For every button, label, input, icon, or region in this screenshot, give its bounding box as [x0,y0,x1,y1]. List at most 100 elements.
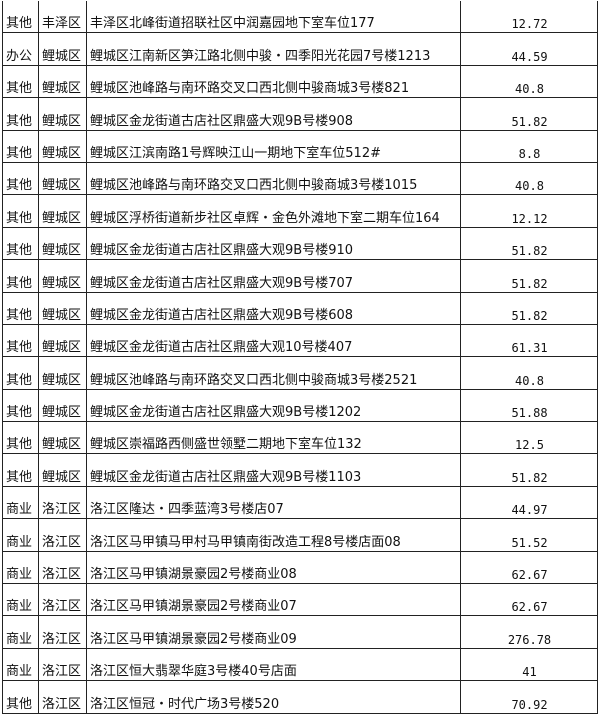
area-cell: 51.82 [460,97,598,131]
property-type-cell: 其他 [2,680,39,714]
address-cell: 洛江区马甲镇马甲村马甲镇南街改造工程8号楼店面08 [86,518,461,552]
area-cell: 40.8 [460,162,598,196]
area-cell: 51.52 [460,518,598,552]
table-row: 其他 鲤城区 鲤城区金龙街道古店社区鼎盛大观9B号楼707 51.82 [2,259,598,293]
district-cell: 鲤城区 [38,227,87,261]
address-cell: 鲤城区金龙街道古店社区鼎盛大观10号楼407 [86,324,461,358]
table-row: 其他 鲤城区 鲤城区池峰路与南环路交叉口西北侧中骏商城3号楼1015 40.8 [2,162,598,196]
table-row: 其他 鲤城区 鲤城区池峰路与南环路交叉口西北侧中骏商城3号楼821 40.8 [2,65,598,99]
table-row: 其他 鲤城区 鲤城区江滨南路1号辉映江山一期地下室车位512# 8.8 [2,130,598,163]
property-type-cell: 其他 [2,453,39,487]
district-cell: 鲤城区 [38,421,87,455]
area-cell: 40.8 [460,65,598,99]
property-type-cell: 其他 [2,227,39,261]
property-type-cell: 商业 [2,648,39,682]
area-cell: 44.97 [460,486,598,520]
table-row: 其他 鲤城区 鲤城区金龙街道古店社区鼎盛大观9B号楼1202 51.88 [2,389,598,423]
district-cell: 鲤城区 [38,453,87,487]
address-cell: 洛江区马甲镇湖景豪园2号楼商业09 [86,615,461,649]
district-cell: 鲤城区 [38,65,87,99]
address-cell: 洛江区恒冠・时代广场3号楼520 [86,680,461,714]
table-row: 其他 鲤城区 鲤城区池峰路与南环路交叉口西北侧中骏商城3号楼2521 40.8 [2,356,598,390]
table-row: 商业 洛江区 洛江区马甲镇湖景豪园2号楼商业08 62.67 [2,551,598,585]
district-cell: 洛江区 [38,680,87,714]
address-cell: 鲤城区池峰路与南环路交叉口西北侧中骏商城3号楼821 [86,65,461,99]
district-cell: 鲤城区 [38,356,87,390]
address-cell: 洛江区马甲镇湖景豪园2号楼商业07 [86,583,461,617]
area-cell: 62.67 [460,583,598,617]
area-cell: 12.5 [460,421,598,455]
district-cell: 鲤城区 [38,259,87,293]
area-cell: 51.82 [460,259,598,293]
address-cell: 洛江区恒大翡翠华庭3号楼40号店面 [86,648,461,682]
address-cell: 鲤城区江南新区笋江路北侧中骏・四季阳光花园7号楼1213 [86,32,461,66]
district-cell: 丰泽区 [38,1,87,34]
property-type-cell: 商业 [2,486,39,520]
table-row: 其他 鲤城区 鲤城区崇福路西侧盛世领墅二期地下室车位132 12.5 [2,421,598,455]
address-cell: 鲤城区金龙街道古店社区鼎盛大观9B号楼707 [86,259,461,293]
table-row: 其他 鲤城区 鲤城区浮桥街道新步社区卓辉・金色外滩地下室二期车位164 12.12 [2,194,598,228]
area-cell: 51.82 [460,453,598,487]
district-cell: 鲤城区 [38,32,87,66]
area-cell: 51.82 [460,292,598,325]
area-cell: 8.8 [460,130,598,163]
property-type-cell: 其他 [2,421,39,455]
district-cell: 鲤城区 [38,97,87,131]
district-cell: 鲤城区 [38,162,87,196]
address-cell: 鲤城区金龙街道古店社区鼎盛大观9B号楼1103 [86,453,461,487]
address-cell: 洛江区马甲镇湖景豪园2号楼商业08 [86,551,461,585]
address-cell: 鲤城区浮桥街道新步社区卓辉・金色外滩地下室二期车位164 [86,194,461,228]
table-row: 其他 鲤城区 鲤城区金龙街道古店社区鼎盛大观9B号楼1103 51.82 [2,453,598,487]
table-row: 商业 洛江区 洛江区恒大翡翠华庭3号楼40号店面 41 [2,648,598,682]
property-type-cell: 其他 [2,259,39,293]
district-cell: 鲤城区 [38,389,87,423]
property-type-cell: 其他 [2,162,39,196]
address-cell: 鲤城区池峰路与南环路交叉口西北侧中骏商城3号楼1015 [86,162,461,196]
table-row: 其他 鲤城区 鲤城区金龙街道古店社区鼎盛大观9B号楼910 51.82 [2,227,598,261]
district-cell: 鲤城区 [38,324,87,358]
area-cell: 12.12 [460,194,598,228]
district-cell: 鲤城区 [38,130,87,163]
property-type-cell: 其他 [2,65,39,99]
table-row: 其他 鲤城区 鲤城区金龙街道古店社区鼎盛大观10号楼407 61.31 [2,324,598,358]
property-type-cell: 其他 [2,130,39,163]
area-cell: 276.78 [460,615,598,649]
address-cell: 鲤城区江滨南路1号辉映江山一期地下室车位512# [86,130,461,163]
table-row: 商业 洛江区 洛江区马甲镇湖景豪园2号楼商业07 62.67 [2,583,598,617]
property-type-cell: 其他 [2,1,39,34]
area-cell: 61.31 [460,324,598,358]
address-cell: 鲤城区金龙街道古店社区鼎盛大观9B号楼908 [86,97,461,131]
property-type-cell: 商业 [2,551,39,585]
address-cell: 鲤城区崇福路西侧盛世领墅二期地下室车位132 [86,421,461,455]
area-cell: 62.67 [460,551,598,585]
area-cell: 12.72 [460,1,598,34]
area-cell: 51.88 [460,389,598,423]
address-cell: 丰泽区北峰街道招联社区中润嘉园地下室车位177 [86,1,461,34]
district-cell: 洛江区 [38,518,87,552]
property-type-cell: 办公 [2,32,39,66]
address-cell: 鲤城区池峰路与南环路交叉口西北侧中骏商城3号楼2521 [86,356,461,390]
table-row: 商业 洛江区 洛江区马甲镇马甲村马甲镇南街改造工程8号楼店面08 51.52 [2,518,598,552]
district-cell: 洛江区 [38,583,87,617]
district-cell: 鲤城区 [38,194,87,228]
table-row: 其他 鲤城区 鲤城区金龙街道古店社区鼎盛大观9B号楼908 51.82 [2,97,598,131]
table-row: 商业 洛江区 洛江区马甲镇湖景豪园2号楼商业09 276.78 [2,615,598,649]
property-type-cell: 其他 [2,97,39,131]
table-row: 商业 洛江区 洛江区隆达・四季蓝湾3号楼店07 44.97 [2,486,598,520]
property-type-cell: 商业 [2,518,39,552]
property-type-cell: 其他 [2,194,39,228]
table-row: 办公 鲤城区 鲤城区江南新区笋江路北侧中骏・四季阳光花园7号楼1213 44.59 [2,32,598,66]
address-cell: 洛江区隆达・四季蓝湾3号楼店07 [86,486,461,520]
district-cell: 洛江区 [38,551,87,585]
property-type-cell: 其他 [2,389,39,423]
table-row: 其他 丰泽区 丰泽区北峰街道招联社区中润嘉园地下室车位177 12.72 [2,1,598,34]
table-row: 其他 洛江区 洛江区恒冠・时代广场3号楼520 70.92 [2,680,598,714]
address-cell: 鲤城区金龙街道古店社区鼎盛大观9B号楼910 [86,227,461,261]
property-type-cell: 其他 [2,324,39,358]
address-cell: 鲤城区金龙街道古店社区鼎盛大观9B号楼1202 [86,389,461,423]
property-type-cell: 其他 [2,356,39,390]
property-type-cell: 商业 [2,615,39,649]
area-cell: 40.8 [460,356,598,390]
area-cell: 51.82 [460,227,598,261]
